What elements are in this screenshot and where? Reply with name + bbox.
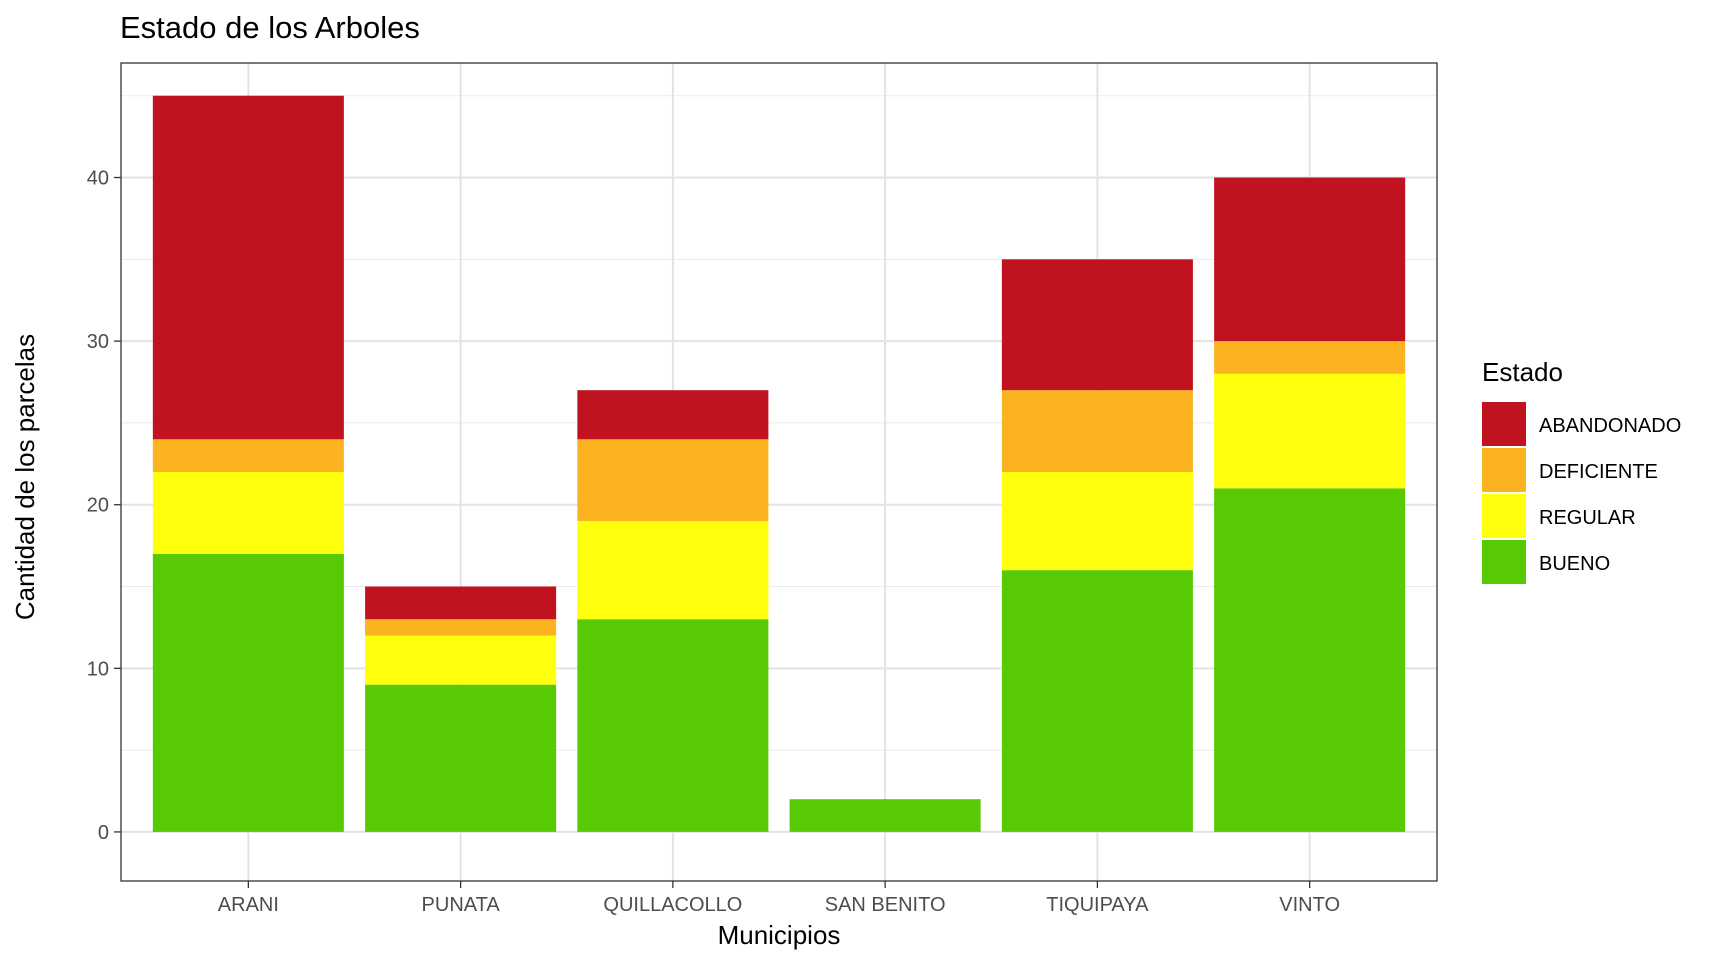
axis-layer: 0 10 20 30 40 ARANI PUNATA QUILLACOLLO SAN BENIT…	[87, 168, 1340, 916]
bar-segment-deficiente-tiquipaya	[1001, 390, 1193, 472]
bar-segment-bueno-punata	[365, 684, 557, 832]
legend-key-regular	[1482, 494, 1526, 538]
legend: Estado ABANDONADO DEFICIENTE REGULAR BUENO	[1482, 357, 1681, 584]
bar-segment-regular-arani	[152, 472, 344, 554]
x-tick-label: ARANI	[218, 894, 279, 916]
legend-item-abandonado: ABANDONADO	[1482, 402, 1681, 446]
bar-segment-regular-tiquipaya	[1001, 472, 1193, 571]
x-tick-label: QUILLACOLLO	[603, 894, 742, 916]
bar-segment-deficiente-punata	[365, 619, 557, 636]
x-tick-label: PUNATA	[422, 894, 501, 916]
legend-item-regular: REGULAR	[1482, 494, 1636, 538]
y-tick-label: 10	[87, 658, 109, 680]
bar-segment-regular-quillacollo	[577, 521, 769, 620]
bar-segment-abandonado-tiquipaya	[1001, 259, 1193, 391]
legend-item-bueno: BUENO	[1482, 540, 1610, 584]
bar-segment-deficiente-vinto	[1214, 341, 1406, 374]
bar-segment-bueno-quillacollo	[577, 619, 769, 832]
bar-segment-abandonado-punata	[365, 586, 557, 620]
x-tick-label: VINTO	[1279, 894, 1340, 916]
bar-segment-abandonado-quillacollo	[577, 390, 769, 440]
x-tick-label: SAN BENITO	[825, 894, 946, 916]
y-tick-label: 40	[87, 168, 109, 190]
legend-key-abandonado	[1482, 402, 1526, 446]
legend-title: Estado	[1482, 357, 1563, 387]
bar-segment-bueno-vinto	[1214, 488, 1406, 832]
legend-item-deficiente: DEFICIENTE	[1482, 448, 1658, 492]
y-axis-title: Cantidad de los parcelas	[10, 334, 40, 620]
bar-segment-deficiente-quillacollo	[577, 439, 769, 522]
bar-segment-abandonado-arani	[152, 95, 344, 440]
y-tick-label: 30	[87, 331, 109, 353]
bar-segment-bueno-tiquipaya	[1001, 570, 1193, 832]
y-tick-label: 0	[98, 822, 109, 844]
bar-segment-regular-vinto	[1214, 373, 1406, 489]
bar-segment-bueno-arani	[152, 553, 344, 832]
legend-label: DEFICIENTE	[1539, 461, 1658, 483]
bar-segment-abandonado-vinto	[1214, 177, 1406, 342]
legend-label: ABANDONADO	[1539, 415, 1681, 437]
legend-key-deficiente	[1482, 448, 1526, 492]
legend-label: BUENO	[1539, 553, 1610, 575]
x-tick-label: TIQUIPAYA	[1046, 894, 1149, 916]
plot-panel-border	[120, 62, 1438, 882]
bars-layer	[152, 95, 1406, 832]
chart-title: Estado de los Arboles	[120, 10, 420, 45]
bar-segment-regular-punata	[365, 635, 557, 685]
bar-segment-bueno-san-benito	[789, 799, 981, 832]
x-axis-title: Municipios	[718, 920, 841, 950]
legend-key-bueno	[1482, 540, 1526, 584]
legend-label: REGULAR	[1539, 507, 1636, 529]
bar-segment-deficiente-arani	[152, 439, 344, 472]
y-tick-label: 20	[87, 495, 109, 517]
